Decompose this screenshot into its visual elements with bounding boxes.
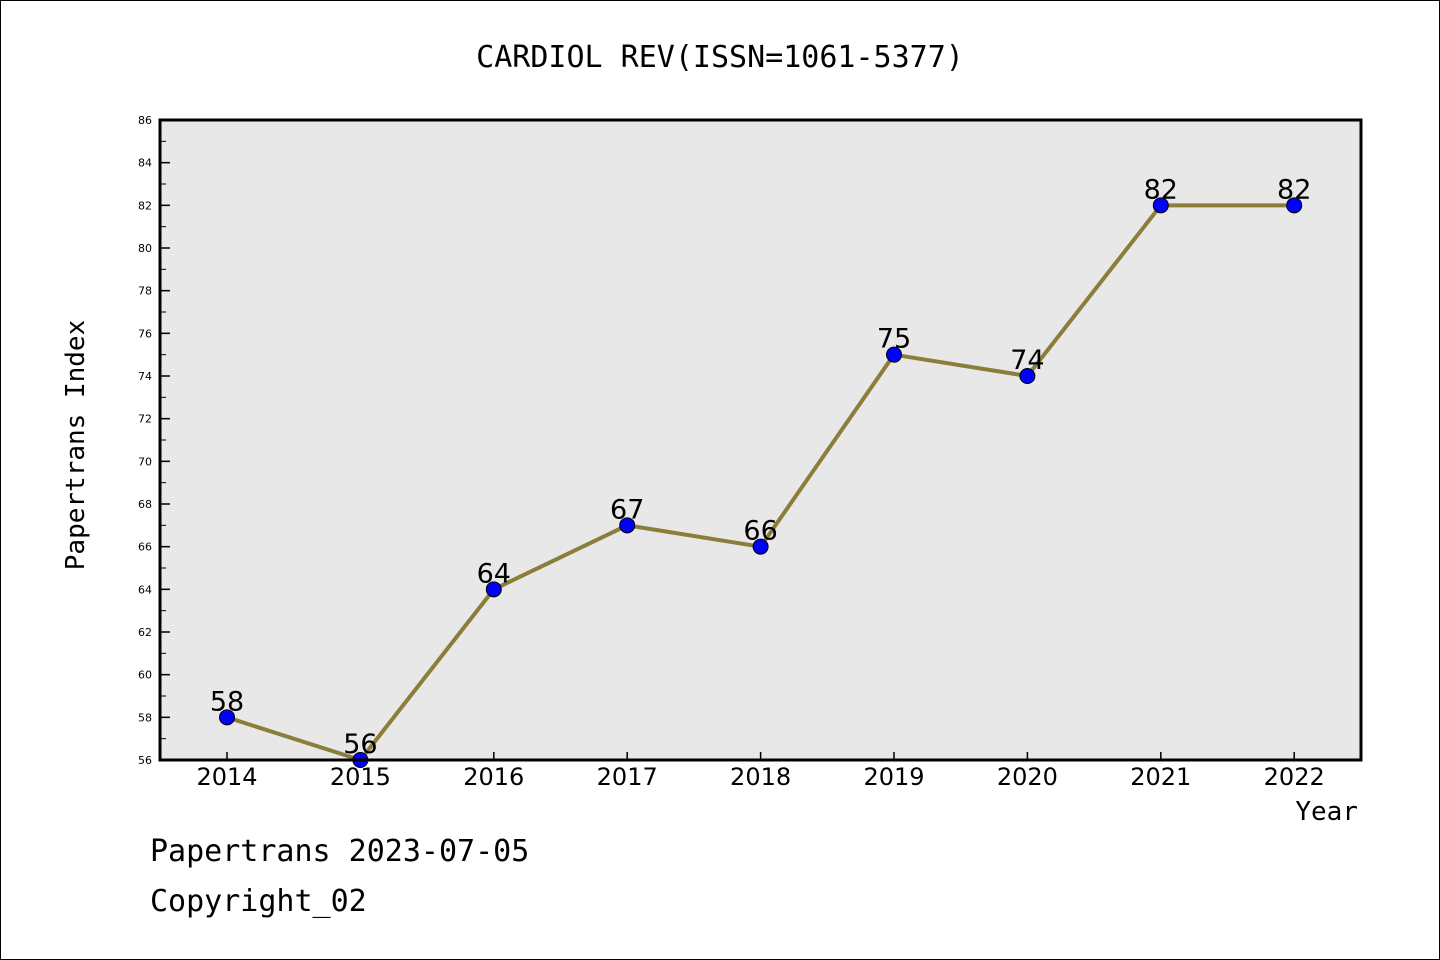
data-label: 67 <box>610 494 644 525</box>
y-tick-label: 62 <box>138 626 152 639</box>
data-label: 64 <box>477 558 511 589</box>
y-axis-label: Papertrans Index <box>61 320 91 570</box>
footer-date-line: Papertrans 2023-07-05 <box>150 834 530 869</box>
y-tick-label: 86 <box>138 114 152 127</box>
chart-title: CARDIOL REV(ISSN=1061-5377) <box>476 40 964 75</box>
y-tick-label: 72 <box>138 413 152 426</box>
y-tick-label: 56 <box>138 754 152 767</box>
plot-area <box>160 120 1361 760</box>
y-tick-label: 58 <box>138 711 152 724</box>
y-tick-label: 66 <box>138 541 152 554</box>
x-tick-label: 2021 <box>1130 763 1191 791</box>
y-tick-label: 68 <box>138 498 152 511</box>
x-tick-label: 2014 <box>196 763 257 791</box>
data-point <box>1019 368 1036 384</box>
data-label: 75 <box>877 324 911 355</box>
x-axis-label: Year <box>1295 797 1358 827</box>
data-point <box>886 346 902 363</box>
x-tick-label: 2017 <box>597 763 658 791</box>
data-point <box>1152 197 1169 214</box>
data-point <box>219 709 235 726</box>
data-label: 74 <box>1010 345 1044 376</box>
y-tick-label: 70 <box>138 455 152 468</box>
y-tick-label: 64 <box>138 583 152 596</box>
data-point <box>1286 197 1303 214</box>
data-label: 56 <box>343 729 377 760</box>
data-label: 82 <box>1277 174 1311 205</box>
y-tick-label: 78 <box>138 285 152 298</box>
data-point <box>752 538 769 555</box>
data-point <box>485 581 502 598</box>
plot-border <box>158 118 1363 762</box>
x-tick-label: 2022 <box>1264 763 1325 791</box>
y-tick-label: 84 <box>138 157 152 170</box>
y-tick-label: 74 <box>138 370 152 383</box>
x-tick-label: 2020 <box>997 763 1058 791</box>
y-tick-label: 60 <box>138 669 152 682</box>
data-label: 66 <box>743 516 777 547</box>
y-tick-label: 76 <box>138 327 152 340</box>
y-tick-label: 82 <box>138 199 152 212</box>
footer-copyright: Copyright_02 <box>150 884 367 919</box>
x-tick-label: 2019 <box>863 763 924 791</box>
data-label: 58 <box>210 686 244 717</box>
y-tick-label: 80 <box>138 242 152 255</box>
x-tick-label: 2016 <box>463 763 524 791</box>
data-point <box>619 517 636 534</box>
data-label: 82 <box>1144 174 1178 205</box>
y-axis: 56 58 60 62 64 66 68 70 72 74 76 78 80 82 84 86 <box>138 114 170 767</box>
x-tick-label: 2018 <box>730 763 791 791</box>
data-labels: 58 56 64 67 66 75 74 82 82 <box>210 174 1312 760</box>
series-markers <box>219 197 1303 768</box>
